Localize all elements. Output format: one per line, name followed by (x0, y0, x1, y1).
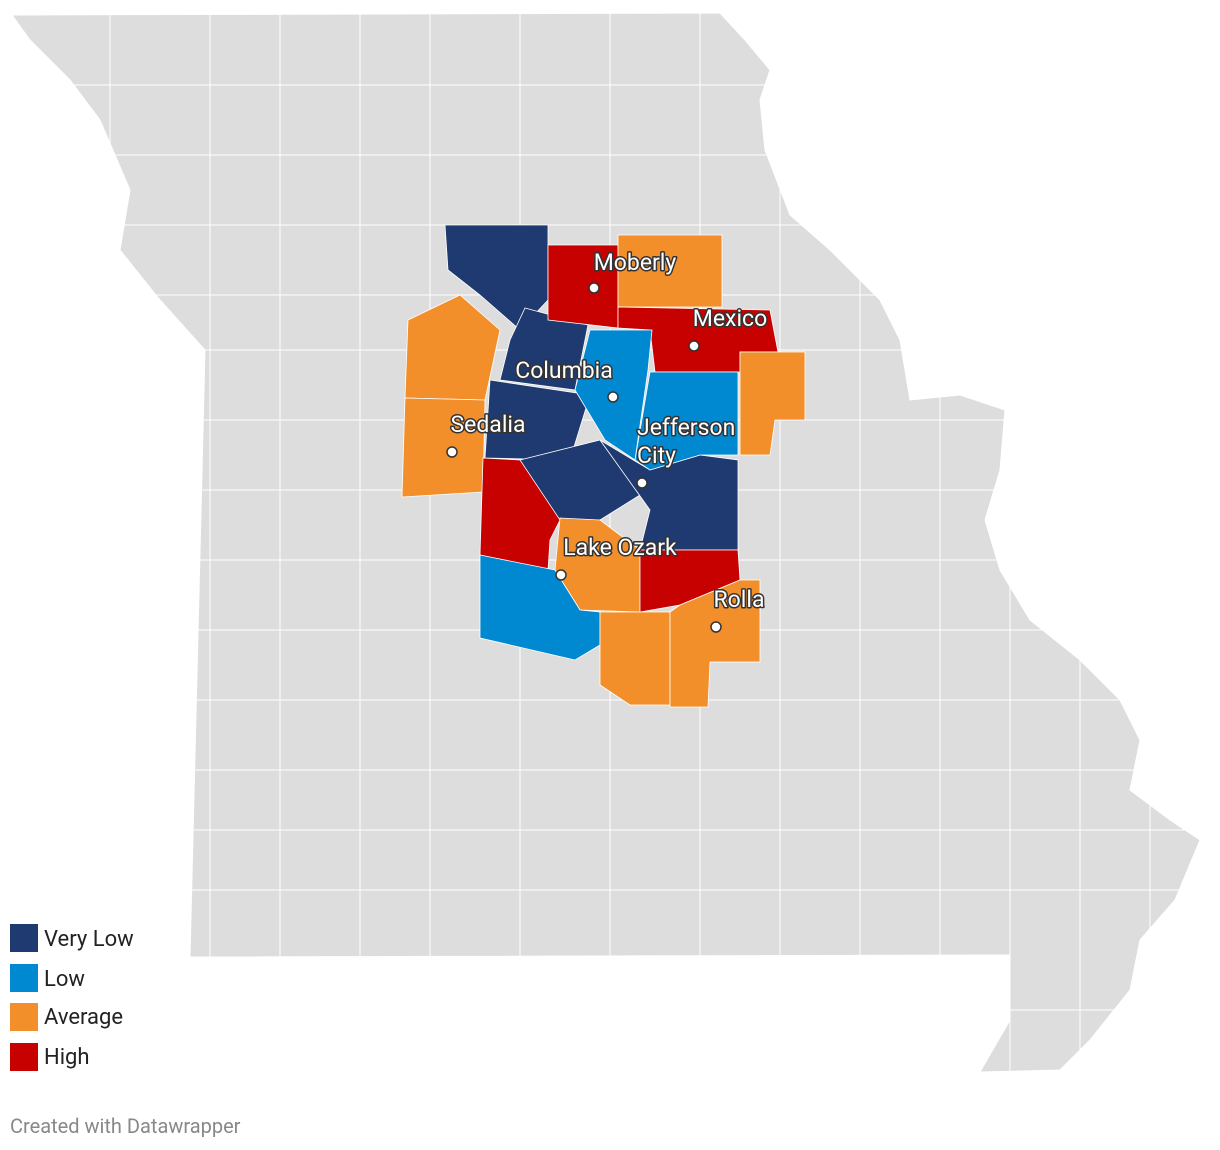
city-dot (555, 569, 567, 581)
county (739, 351, 806, 456)
legend-swatch (10, 924, 38, 952)
legend-swatch (10, 964, 38, 992)
legend-swatch (10, 1043, 38, 1071)
county (599, 611, 671, 706)
city-dot (446, 446, 458, 458)
legend-label: Low (44, 967, 85, 992)
city-label: Columbia (515, 357, 613, 384)
city-label: Mexico (693, 305, 767, 332)
city-dot (607, 391, 619, 403)
city-dot (636, 477, 648, 489)
city-dot (710, 621, 722, 633)
legend-label: Very Low (44, 927, 134, 952)
city-label: Sedalia (450, 411, 525, 438)
county (404, 294, 501, 401)
city-label: Moberly (594, 249, 677, 276)
city-dot (588, 282, 600, 294)
legend-label: Average (44, 1005, 123, 1030)
city-label: Rolla (714, 586, 765, 613)
city-label: Jefferson (637, 414, 735, 441)
footer-credit: Created with Datawrapper (10, 1114, 241, 1138)
colored-counties (401, 224, 806, 708)
city-label: Lake Ozark (563, 534, 677, 561)
city-label: City (637, 442, 676, 469)
county (617, 234, 723, 308)
legend: Very Low Low Average High (10, 924, 134, 1071)
county (634, 371, 739, 471)
cities: Moberly Mexico Columbia Sedalia Jefferso… (446, 248, 769, 633)
legend-label: High (44, 1045, 90, 1070)
legend-swatch (10, 1003, 38, 1031)
city-dot (688, 340, 700, 352)
county (669, 579, 761, 708)
